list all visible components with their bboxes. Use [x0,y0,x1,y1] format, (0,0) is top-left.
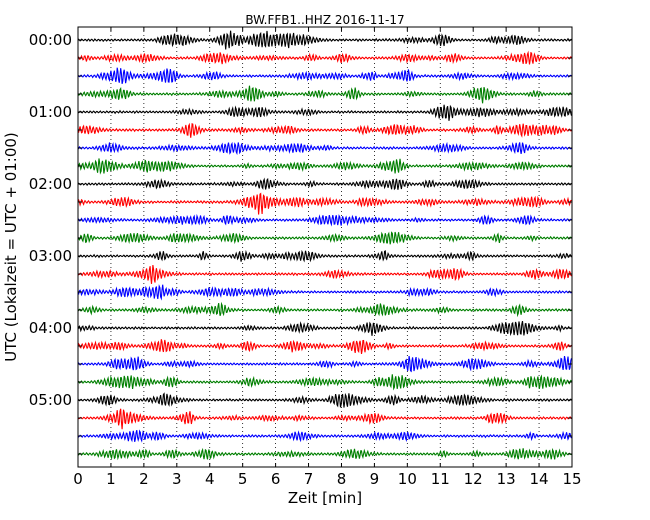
x-axis-label: Zeit [min] [288,489,362,507]
x-tick-label: 9 [370,470,380,488]
trace-11 [77,213,572,227]
y-tick-label: 04:00 [29,319,72,337]
x-tick-label: 2 [139,470,149,488]
y-tick-label: 03:00 [29,247,72,265]
trace-21 [77,392,572,408]
trace-17 [77,320,572,337]
x-tick-label: 3 [172,470,182,488]
plot-frame [77,26,573,468]
trace-19 [77,355,573,373]
x-tick-label: 6 [271,470,281,488]
vertical-grid [110,27,540,467]
x-tick-label: 12 [464,470,483,488]
x-tick-label: 4 [205,470,215,488]
x-tick-label: 13 [497,470,516,488]
trace-10 [77,192,572,215]
trace-7 [77,141,572,156]
x-tick-label: 0 [73,470,83,488]
y-axis-label: UTC (Lokalzeit = UTC + 01:00) [2,132,20,362]
x-tick-label: 7 [304,470,314,488]
y-tick-label: 05:00 [29,391,72,409]
trace-18 [77,339,572,355]
trace-24 [77,447,572,461]
trace-2 [77,50,572,65]
trace-3 [77,67,572,85]
trace-15 [77,284,572,301]
trace-6 [77,122,572,138]
trace-4 [77,85,572,104]
trace-12 [77,231,572,245]
trace-5 [77,104,573,121]
trace-22 [77,408,572,430]
x-axis: 0 1 2 3 4 5 6 7 8 9 10 11 12 13 14 15 [73,27,582,488]
y-tick-label: 00:00 [29,31,72,49]
x-tick-label: 8 [337,470,347,488]
trace-20 [77,374,572,391]
x-tick-label: 5 [238,470,248,488]
trace-8 [77,158,572,175]
x-tick-label: 14 [530,470,549,488]
trace-group [77,30,573,461]
chart-title: BW.FFB1..HHZ 2016-11-17 [245,13,404,27]
trace-9 [77,177,572,191]
trace-16 [77,301,572,318]
y-axis: 00:00 01:00 02:00 03:00 04:00 05:00 [29,31,572,455]
x-tick-label: 10 [398,470,417,488]
trace-1 [77,30,572,50]
y-tick-label: 01:00 [29,103,72,121]
trace-13 [77,249,573,263]
x-tick-label: 1 [106,470,116,488]
x-tick-label: 11 [431,470,450,488]
y-tick-label: 02:00 [29,175,72,193]
trace-23 [77,429,572,443]
x-tick-label: 15 [562,470,581,488]
trace-14 [77,264,572,284]
